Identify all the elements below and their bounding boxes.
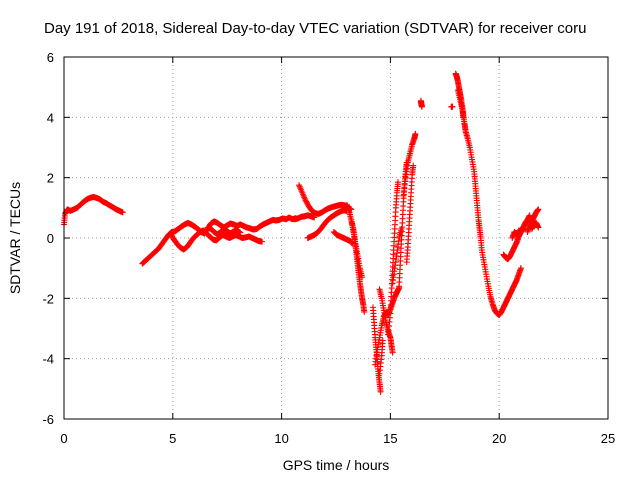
grid-lines <box>64 57 608 419</box>
y-tick-label: -6 <box>42 412 54 427</box>
data-point <box>259 238 266 245</box>
data-point <box>535 206 542 213</box>
data-point <box>535 224 542 231</box>
data-point <box>389 349 396 356</box>
y-axis-label: SDTVAR / TECUs <box>7 182 23 294</box>
y-tick-label: -4 <box>42 352 54 367</box>
x-axis-label: GPS time / hours <box>283 457 390 473</box>
y-tick-label: 2 <box>47 171 54 186</box>
data-point <box>119 209 126 216</box>
y-tick-label: 6 <box>47 50 54 65</box>
x-tick-label: 20 <box>492 431 506 446</box>
x-tick-label: 0 <box>60 431 67 446</box>
data-point <box>410 162 417 169</box>
y-tick-label: 4 <box>47 110 54 125</box>
data-point <box>237 229 244 236</box>
y-tick-label: 0 <box>47 231 54 246</box>
x-tick-label: 5 <box>169 431 176 446</box>
data-point <box>418 103 425 110</box>
x-tick-label: 15 <box>383 431 397 446</box>
data-point <box>377 388 384 395</box>
data-point <box>526 212 533 219</box>
data-point <box>460 114 467 121</box>
data-point <box>398 225 405 232</box>
data-series <box>61 70 542 395</box>
data-point <box>517 265 524 272</box>
y-tick-label: -2 <box>42 291 54 306</box>
data-point <box>395 179 402 186</box>
data-point <box>449 103 456 110</box>
data-point <box>412 130 419 137</box>
chart-title: Day 191 of 2018, Sidereal Day-to-day VTE… <box>44 20 586 37</box>
x-tick-label: 10 <box>274 431 288 446</box>
data-point <box>520 225 527 232</box>
data-point <box>379 337 386 344</box>
data-point <box>359 274 366 281</box>
data-point <box>361 308 368 315</box>
x-tick-label: 25 <box>601 431 615 446</box>
data-point <box>311 214 318 221</box>
axis-ticks: 0 5 10 15 20 25 -6 -4 -2 0 2 4 6 <box>42 50 615 446</box>
